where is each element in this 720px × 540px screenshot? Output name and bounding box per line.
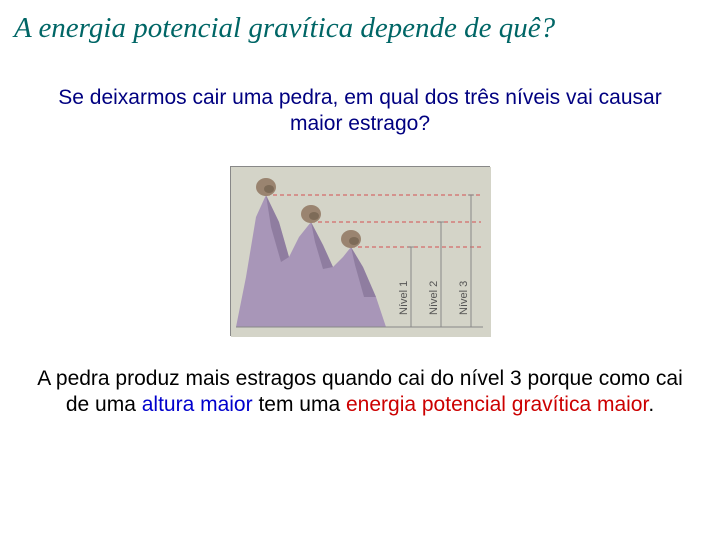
level-label-1: Nível 1 — [398, 280, 410, 314]
slide-title: A energia potencial gravítica depende de… — [0, 0, 720, 45]
level-label-3: Nível 3 — [458, 280, 470, 314]
question-text: Se deixarmos cair uma pedra, em qual dos… — [0, 45, 720, 138]
rock-2 — [301, 205, 321, 223]
rock-3 — [341, 230, 361, 248]
answer-hl2: energia potencial gravítica maior — [346, 393, 648, 416]
diagram-svg: Nível 1 Nível 2 Nível 3 — [231, 167, 491, 337]
answer-p3: . — [648, 393, 654, 416]
level-label-2: Nível 2 — [428, 280, 440, 314]
rock-1 — [256, 178, 276, 196]
answer-text: A pedra produz mais estragos quando cai … — [0, 336, 720, 419]
answer-p2: tem uma — [253, 393, 346, 416]
mountain-diagram: Nível 1 Nível 2 Nível 3 — [230, 166, 490, 336]
diagram-container: Nível 1 Nível 2 Nível 3 — [0, 166, 720, 336]
answer-hl1: altura maior — [142, 393, 253, 416]
